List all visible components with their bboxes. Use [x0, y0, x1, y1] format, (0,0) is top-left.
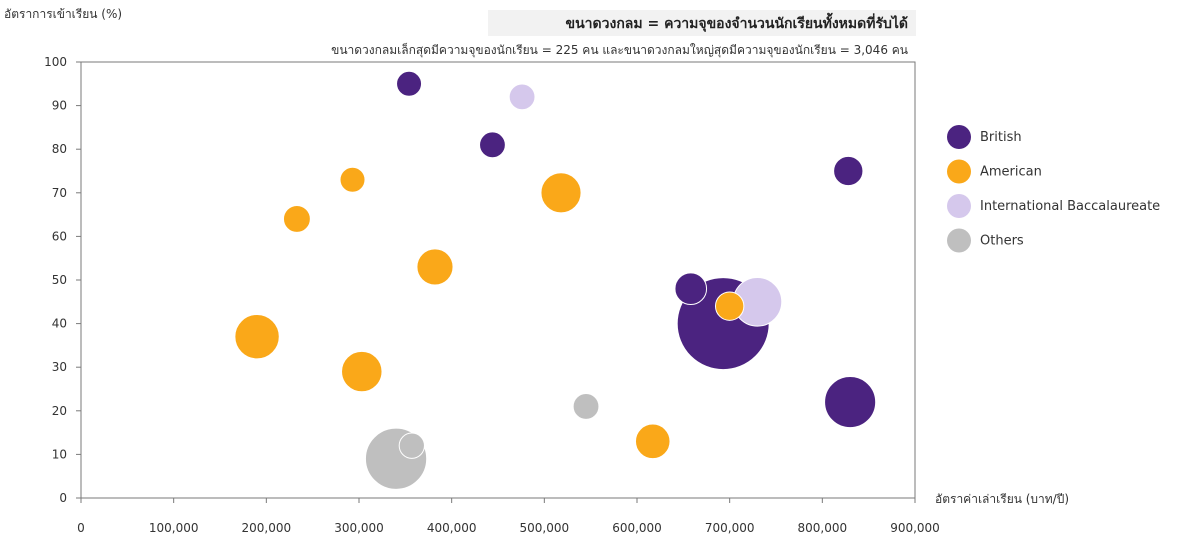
legend-marker-others — [947, 228, 971, 253]
x-tick-label: 200,000 — [242, 521, 292, 535]
y-tick-label: 30 — [52, 360, 67, 374]
bubble-american — [714, 291, 745, 321]
x-tick-label: 600,000 — [612, 521, 662, 535]
y-tick-label: 70 — [52, 186, 67, 200]
bubble-international-baccalaureate — [508, 83, 536, 111]
chart-subtitle: ขนาดวงกลมเล็กสุดมีความจุของนักเรียน = 22… — [331, 42, 908, 58]
bubble-american — [416, 248, 454, 286]
bubble-others — [572, 393, 600, 420]
legend-label-american: American — [980, 165, 1042, 180]
x-tick-label: 400,000 — [427, 521, 477, 535]
legend-label-others: Others — [980, 234, 1024, 249]
bubble-british — [833, 155, 864, 187]
bubble-british — [824, 376, 877, 429]
x-tick-label: 0 — [77, 521, 85, 535]
y-tick-label: 100 — [44, 55, 67, 69]
y-axis-ticks: 0 10 20 30 40 50 60 70 80 90 100 — [44, 55, 81, 505]
x-tick-label: 100,000 — [149, 521, 199, 535]
bubble-british — [396, 70, 423, 97]
y-tick-label: 40 — [52, 317, 67, 331]
x-tick-label: 500,000 — [520, 521, 570, 535]
x-tick-label: 800,000 — [798, 521, 848, 535]
bubble-american — [341, 350, 383, 393]
title-background — [488, 10, 916, 36]
bubble-american — [282, 205, 311, 233]
bubble-american — [540, 172, 582, 214]
y-tick-label: 20 — [52, 404, 67, 418]
x-tick-label: 700,000 — [705, 521, 755, 535]
x-axis-ticks: 0 100,000 200,000 300,000 400,000 500,000 600,… — [77, 498, 940, 535]
y-tick-label: 60 — [52, 229, 67, 243]
x-tick-label: 900,000 — [890, 521, 940, 535]
legend-marker-international-baccalaureate — [947, 194, 971, 218]
y-tick-label: 80 — [52, 142, 67, 156]
bubbles — [234, 70, 877, 490]
legend-marker-american — [947, 159, 971, 184]
legend: British American International Baccalaurea… — [947, 125, 1160, 253]
bubble-american — [234, 313, 280, 360]
bubble-american — [339, 166, 366, 193]
x-tick-label: 300,000 — [334, 521, 384, 535]
x-axis-label: อัตราค่าเล่าเรียน (บาท/ปี) — [935, 492, 1069, 506]
chart-title: ขนาดวงกลม = ความจุของจำนวนนักเรียนทั้งหม… — [566, 12, 908, 32]
y-tick-label: 10 — [52, 447, 67, 461]
y-tick-label: 0 — [59, 491, 67, 505]
y-tick-label: 50 — [52, 273, 67, 287]
bubble-british — [674, 272, 708, 306]
legend-label-british: British — [980, 130, 1022, 145]
legend-label-international-baccalaureate: International Baccalaureate — [980, 199, 1160, 214]
plot-border — [80, 61, 916, 499]
bubble-american — [634, 423, 671, 460]
y-tick-label: 90 — [52, 99, 67, 113]
legend-marker-british — [947, 125, 971, 149]
bubble-others — [398, 432, 425, 459]
bubble-british — [479, 131, 506, 159]
plot-frame — [80, 61, 916, 499]
y-axis-label: อัตราการเข้าเรียน (%) — [4, 7, 122, 21]
